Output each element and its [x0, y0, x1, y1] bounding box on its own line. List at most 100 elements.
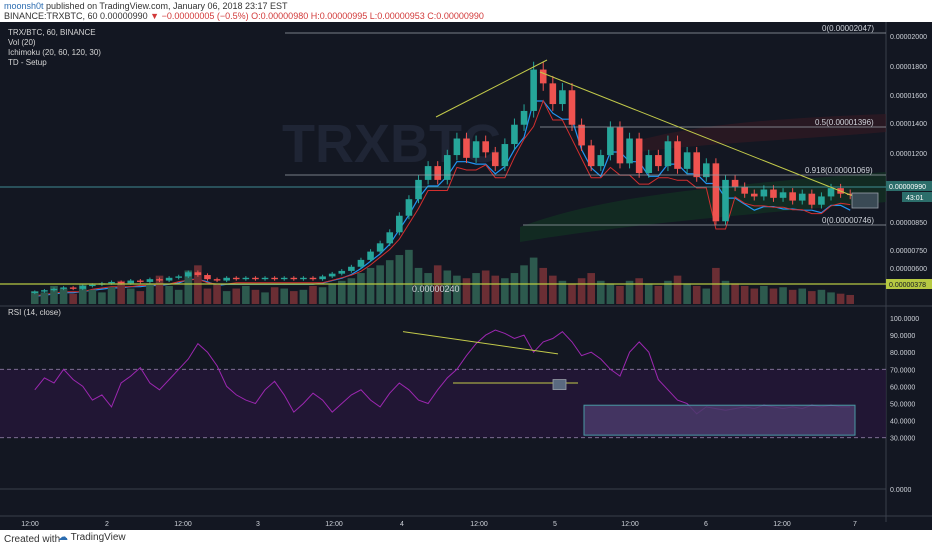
candle-body: [530, 69, 537, 111]
candle-body: [731, 179, 739, 187]
price-tick-label: 0.00001400: [890, 121, 927, 128]
candle-body: [779, 192, 787, 198]
legend-ichimoku: Ichimoku (20, 60, 120, 30): [8, 48, 101, 57]
volume-bar: [194, 265, 202, 304]
legend-pair: TRX/BTC, 60, BINANCE: [8, 28, 96, 37]
volume-bar: [836, 293, 845, 304]
candle-body: [693, 152, 701, 178]
candle-body: [549, 83, 557, 105]
candle-body: [165, 277, 173, 281]
candle-body: [655, 155, 662, 167]
volume-bar: [107, 287, 116, 304]
legend-rsi: RSI (14, close): [8, 308, 61, 317]
candle-body: [252, 277, 259, 280]
volume-bar: [366, 267, 375, 304]
volume-bar: [635, 278, 643, 304]
candle-body: [482, 141, 489, 153]
candle-body: [587, 145, 595, 167]
price-tick-label: 0.00001200: [890, 151, 927, 158]
candle-body: [664, 141, 672, 167]
candle-body: [405, 199, 413, 216]
created-with-text: Created with: [4, 534, 61, 545]
time-tick-label: 12:00: [621, 521, 639, 528]
volume-bar: [69, 293, 77, 304]
chart-area[interactable]: TRXBTC 0(0.00002047) 0.5(0.00001396) 0.918…: [0, 22, 932, 530]
volume-bar: [481, 270, 490, 304]
volume-bar: [357, 273, 365, 304]
volume-bar: [117, 280, 125, 304]
fib-level-half-label: 0.5(0.00001396): [815, 118, 874, 127]
candle-body: [607, 127, 614, 156]
candle-body: [616, 127, 624, 164]
time-tick-label: 2: [105, 521, 109, 528]
price-tick-label: 0.00002000: [890, 34, 927, 41]
volume-bar: [385, 260, 394, 304]
price-change: −0.00000005 (−0.5%): [161, 11, 249, 21]
volume-bar: [846, 294, 854, 304]
volume-bar: [443, 270, 452, 304]
candle-body: [491, 152, 499, 167]
rsi-divergence-line: [402, 331, 559, 355]
time-tick-label: 12:00: [21, 521, 39, 528]
candle-body: [444, 155, 451, 180]
candle-body: [367, 251, 374, 260]
candle-body: [338, 270, 346, 274]
chart-svg[interactable]: TRXBTC 0(0.00002047)0.5(0.00001396)0.918…: [0, 22, 932, 530]
candle-body: [559, 90, 566, 105]
candle-body: [290, 277, 298, 280]
tradingview-logo[interactable]: ☁ TradingView: [58, 532, 126, 543]
candle-body: [683, 152, 691, 169]
author-link[interactable]: moonsh0t: [4, 1, 44, 11]
candle-body: [271, 277, 278, 280]
candle-body: [31, 291, 39, 293]
volume-bar: [337, 280, 346, 304]
candle-body: [60, 287, 67, 289]
candle-body: [280, 277, 288, 280]
volume-bar: [472, 273, 480, 304]
volume-bar: [155, 275, 164, 304]
symbol-line: BINANCE:TRXBTC, 60 0.00000990 ▼ −0.00000…: [4, 11, 484, 21]
volume-bar: [395, 255, 404, 304]
volume-bar: [347, 278, 356, 304]
volume-bar: [433, 265, 442, 304]
candle-body: [415, 179, 422, 200]
tradingview-brand: TradingView: [70, 532, 126, 543]
volume-bar: [798, 288, 807, 304]
candle-body: [348, 266, 355, 271]
time-tick-label: 12:00: [773, 521, 791, 528]
candle-body: [137, 280, 144, 282]
volume-bar: [40, 292, 49, 304]
volume-bar: [721, 280, 730, 304]
price-tick-label: 0.00000850: [890, 220, 927, 227]
volume-label: 0.00000240: [412, 284, 460, 294]
volume-bar: [136, 291, 145, 304]
volume-bar: [328, 283, 336, 304]
legend-td: TD - Setup: [8, 58, 47, 67]
rsi-tick-label: 60.0000: [890, 384, 915, 391]
volume-bar: [213, 284, 221, 304]
volume-bar: [568, 283, 576, 304]
candle-body: [184, 272, 192, 277]
volume-bar: [405, 249, 413, 304]
candle-body: [242, 277, 250, 280]
candle-body: [376, 243, 384, 252]
candle-body: [645, 155, 653, 173]
rsi-tick-label: 40.0000: [890, 419, 915, 426]
candle-body: [117, 281, 125, 284]
candle-body: [319, 276, 326, 280]
volume-bar: [203, 288, 212, 304]
candle-body: [463, 138, 470, 158]
time-tick-label: 12:00: [174, 521, 192, 528]
volume-bar: [769, 288, 778, 304]
candle-body: [501, 144, 509, 167]
projection-box: [851, 192, 879, 209]
volume-bar: [510, 273, 519, 304]
price-tick-label: 0.00000750: [890, 248, 927, 255]
volume-bar: [683, 283, 691, 304]
falling-trendline: [539, 71, 859, 199]
volume-bar: [242, 285, 250, 304]
volume-bar: [126, 288, 135, 304]
volume-bar: [501, 278, 509, 304]
volume-bar: [520, 265, 528, 304]
volume-bar: [692, 285, 701, 304]
